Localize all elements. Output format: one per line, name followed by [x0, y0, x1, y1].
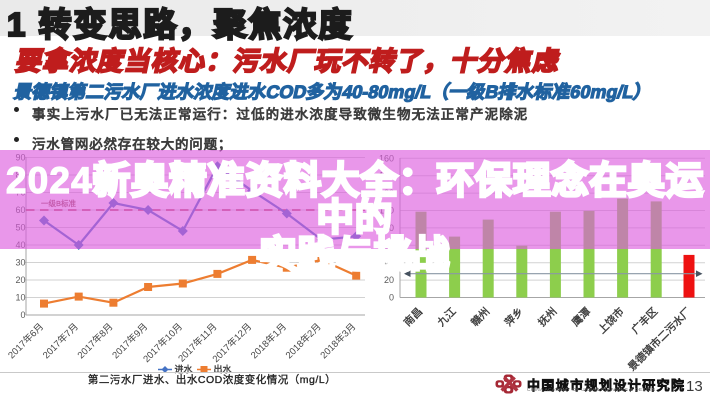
- svg-text:九江: 九江: [435, 305, 459, 329]
- svg-text:萍乡: 萍乡: [503, 306, 526, 329]
- svg-text:第二污水厂进水、出水COD浓度变化情况（mg/L）: 第二污水厂进水、出水COD浓度变化情况（mg/L）: [88, 373, 336, 386]
- svg-text:10: 10: [15, 293, 25, 303]
- svg-text:上饶市: 上饶市: [595, 305, 626, 336]
- svg-text:20: 20: [15, 275, 25, 285]
- svg-text:出水: 出水: [214, 364, 232, 375]
- svg-text:进水: 进水: [175, 364, 193, 375]
- svg-text:南昌: 南昌: [401, 305, 425, 329]
- svg-text:30: 30: [15, 258, 25, 268]
- svg-text:2018年3月: 2018年3月: [318, 321, 359, 362]
- svg-text:0: 0: [20, 310, 25, 320]
- svg-text:景德镇市二污水厂: 景德镇市二污水厂: [625, 305, 694, 374]
- svg-text:40: 40: [384, 258, 394, 268]
- svg-text:2018年2月: 2018年2月: [283, 321, 324, 362]
- svg-text:赣州: 赣州: [468, 305, 492, 329]
- svg-text:2017年7月: 2017年7月: [40, 321, 81, 362]
- svg-text:0: 0: [389, 293, 394, 303]
- svg-text:鹰潭: 鹰潭: [569, 305, 593, 329]
- svg-text:20: 20: [384, 275, 394, 285]
- svg-text:2018年1月: 2018年1月: [248, 321, 289, 362]
- svg-text:抚州: 抚州: [536, 306, 559, 329]
- svg-text:广丰区: 广丰区: [629, 305, 660, 336]
- svg-text:2017年8月: 2017年8月: [75, 321, 116, 362]
- svg-text:2017年6月: 2017年6月: [6, 321, 47, 362]
